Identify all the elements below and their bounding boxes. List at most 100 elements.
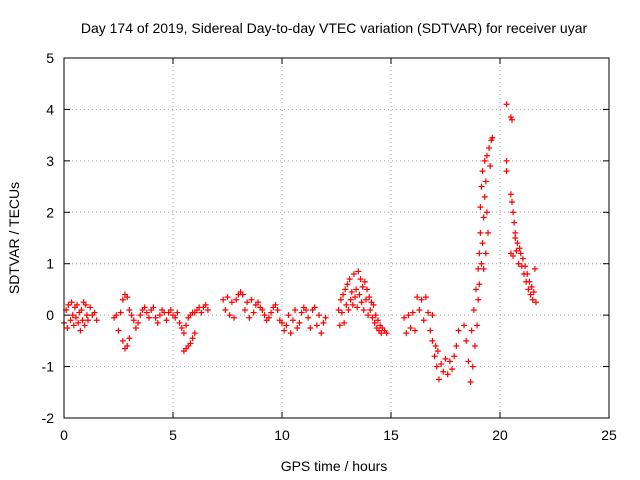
data-point [455, 327, 462, 334]
data-point [481, 157, 488, 164]
data-point [476, 250, 483, 257]
data-point [524, 271, 531, 277]
data-point [444, 371, 451, 378]
x-tick-label: 10 [274, 427, 290, 443]
data-point [478, 183, 485, 190]
data-point [355, 268, 362, 275]
data-point [477, 229, 484, 236]
data-point [482, 250, 489, 257]
data-point [522, 263, 529, 270]
data-point [480, 214, 487, 221]
data-point [482, 178, 489, 185]
data-point [348, 289, 355, 295]
data-point [233, 296, 240, 303]
data-point [265, 314, 272, 321]
data-point [342, 286, 349, 293]
data-point [349, 301, 356, 308]
y-tick-label: 3 [46, 153, 54, 169]
data-point [401, 314, 408, 321]
data-point [248, 296, 255, 303]
data-point [113, 312, 120, 319]
data-point [79, 317, 86, 324]
data-point [440, 368, 447, 375]
data-point [476, 281, 483, 288]
data-point [341, 319, 348, 326]
data-point [503, 101, 510, 108]
plot-frame [63, 57, 610, 419]
data-point [446, 358, 453, 365]
data-point [362, 296, 369, 303]
data-point [83, 312, 90, 319]
data-point [302, 307, 309, 313]
data-point [508, 116, 515, 123]
data-point [244, 299, 251, 306]
data-point [471, 343, 478, 349]
data-point [141, 304, 148, 311]
data-point [91, 309, 98, 316]
data-point [374, 317, 381, 324]
data-point [507, 191, 514, 198]
data-point [510, 209, 517, 216]
data-point [239, 291, 246, 298]
data-point [202, 301, 209, 308]
data-point [529, 296, 536, 303]
data-point [311, 304, 318, 311]
data-point [74, 301, 81, 308]
y-axis-label: SDTVAR / TECUs [6, 182, 22, 294]
data-point [246, 314, 253, 321]
data-point [259, 307, 266, 313]
data-point [420, 317, 427, 324]
x-tick-label: 5 [169, 427, 177, 443]
data-point [503, 157, 510, 164]
data-point [483, 152, 490, 159]
data-series [61, 101, 539, 385]
data-point [72, 314, 79, 321]
data-point [525, 286, 532, 293]
data-point [409, 309, 416, 316]
data-point [283, 322, 290, 329]
data-point [512, 229, 519, 236]
data-point [180, 330, 187, 337]
data-point [67, 317, 74, 324]
x-tick-label: 15 [383, 427, 399, 443]
data-point [512, 235, 519, 241]
data-point [322, 314, 329, 321]
x-tick-label: 0 [60, 427, 68, 443]
data-point [338, 309, 345, 316]
data-point [289, 317, 296, 324]
data-point [344, 281, 351, 288]
x-tick-label: 20 [492, 427, 508, 443]
data-point [343, 301, 350, 308]
data-point [532, 299, 539, 306]
data-point [189, 335, 196, 342]
data-point [93, 317, 100, 324]
data-point [514, 240, 521, 247]
y-tick-label: -1 [42, 359, 55, 375]
data-point [475, 296, 482, 303]
data-point [510, 253, 517, 259]
data-point [119, 296, 126, 303]
data-point [78, 307, 85, 313]
data-point [220, 296, 227, 303]
data-point [272, 301, 279, 308]
data-point [294, 325, 301, 331]
data-point [438, 361, 445, 367]
data-point [241, 307, 248, 313]
data-point [352, 294, 359, 301]
data-point [467, 379, 474, 385]
data-point [347, 296, 354, 303]
data-point [474, 322, 481, 329]
data-point [353, 286, 360, 293]
data-point [137, 312, 144, 319]
data-point [231, 314, 238, 321]
data-point [296, 319, 303, 326]
chart-title: Day 174 of 2019, Sidereal Day-to-day VTE… [81, 20, 588, 36]
data-point [478, 260, 485, 267]
data-point [367, 307, 374, 313]
data-point [81, 322, 88, 329]
data-point [405, 312, 412, 319]
data-point [429, 312, 436, 319]
data-point [486, 145, 493, 151]
data-point [361, 278, 368, 285]
data-point [124, 343, 131, 349]
